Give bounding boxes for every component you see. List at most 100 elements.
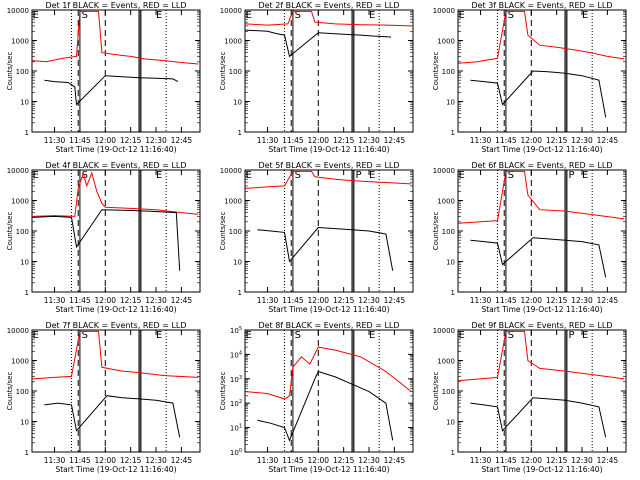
y-tick-label: 1: [451, 289, 455, 297]
y-tick-label: 1000: [224, 38, 242, 46]
event-label: E: [246, 170, 252, 181]
series-lld-line: [245, 10, 412, 27]
x-tick-label: 12:00: [94, 456, 116, 465]
y-tick-label: 10: [446, 419, 455, 427]
y-tick-label: 1000: [437, 198, 455, 206]
x-axis-label: Start Time (19-Oct-12 11:16:40): [481, 465, 602, 474]
y-tick-label: 1000: [11, 38, 29, 46]
event-label: P: [355, 170, 361, 181]
x-tick-label: 12:30: [571, 456, 593, 465]
x-tick-label: 12:00: [520, 456, 542, 465]
y-tick-label: 10000: [220, 7, 242, 15]
y-tick-label: 10000: [7, 7, 29, 15]
x-tick-label: 12:45: [171, 136, 193, 145]
y-tick-label: 100: [442, 68, 455, 76]
x-axis-label: Start Time (19-Oct-12 11:16:40): [481, 305, 602, 314]
y-axis-label: Counts/sec: [432, 372, 440, 411]
y-tick-label: 10: [20, 419, 29, 427]
y-tick-label: 10: [446, 99, 455, 107]
x-tick-label: 11:30: [257, 456, 279, 465]
panel-title: Det 4f BLACK = Events, RED = LLD: [45, 161, 186, 170]
x-tick-label: 12:45: [171, 456, 193, 465]
panel-title: Det 6f BLACK = Events, RED = LLD: [471, 161, 612, 170]
x-tick-label: 12:15: [333, 296, 355, 305]
x-tick-label: 11:45: [69, 296, 91, 305]
x-tick-label: 12:00: [307, 296, 329, 305]
x-tick-label: 12:30: [145, 456, 167, 465]
plot-frame: [31, 9, 201, 133]
panel-title: Det 1f BLACK = Events, RED = LLD: [45, 1, 186, 10]
x-tick-label: 12:15: [546, 296, 568, 305]
x-tick-label: 12:30: [358, 456, 380, 465]
y-axis-label: Counts/sec: [219, 212, 227, 251]
x-tick-label: 11:45: [282, 456, 304, 465]
x-tick-label: 12:45: [384, 456, 406, 465]
x-tick-label: 12:15: [546, 456, 568, 465]
panel-title: Det 8f BLACK = Events, RED = LLD: [258, 321, 399, 330]
event-label: E: [33, 10, 39, 21]
event-label: E: [33, 330, 39, 341]
y-tick-label: 10: [446, 259, 455, 267]
y-tick-label: 100: [229, 68, 242, 76]
x-tick-label: 12:15: [333, 136, 355, 145]
y-tick-label: 1000: [11, 198, 29, 206]
event-label: E: [156, 10, 162, 21]
y-tick-label: 1000: [437, 38, 455, 46]
y-tick-label: 1: [451, 129, 455, 137]
y-tick-label: 10000: [7, 167, 29, 175]
y-tick-label: 1: [238, 129, 242, 137]
event-label: S: [508, 170, 514, 181]
x-tick-label: 11:30: [44, 296, 66, 305]
x-axis-label: Start Time (19-Oct-12 11:16:40): [55, 305, 176, 314]
y-tick-label: 1: [25, 449, 29, 457]
y-axis-label: Counts/sec: [432, 52, 440, 91]
series-lld-line: [458, 170, 625, 224]
event-label: S: [82, 170, 88, 181]
x-tick-label: 11:30: [257, 296, 279, 305]
y-tick-label: 10000: [220, 167, 242, 175]
x-tick-label: 11:30: [470, 296, 492, 305]
event-label: E: [156, 170, 162, 181]
series-events-line: [257, 370, 394, 442]
y-tick-label: 104: [230, 350, 242, 359]
event-label: E: [582, 170, 588, 181]
series-events-line: [44, 395, 181, 438]
plot-frame: [244, 9, 414, 133]
x-axis-label: Start Time (19-Oct-12 11:16:40): [268, 305, 389, 314]
x-tick-label: 11:45: [69, 456, 91, 465]
panel-det-8: E S E 100 101 102 103 104 105 11:30 11:45 12:00 12:1…: [219, 321, 414, 474]
series-events-line: [257, 226, 394, 271]
x-tick-label: 12:30: [145, 136, 167, 145]
x-tick-label: 12:45: [597, 456, 619, 465]
x-tick-label: 12:15: [120, 456, 142, 465]
event-label: P: [568, 170, 574, 181]
series-lld-line: [458, 10, 625, 64]
x-tick-label: 11:45: [495, 456, 517, 465]
plot-frame: [457, 329, 627, 453]
plot-frame: [31, 329, 201, 453]
x-tick-label: 12:00: [307, 136, 329, 145]
panel-title: Det 9f BLACK = Events, RED = LLD: [471, 321, 612, 330]
event-label: E: [459, 10, 465, 21]
x-tick-label: 12:00: [94, 296, 116, 305]
event-label: E: [459, 330, 465, 341]
y-tick-label: 10000: [433, 167, 455, 175]
x-tick-label: 11:30: [257, 136, 279, 145]
series-events-line: [470, 237, 607, 278]
series-lld-line: [32, 10, 199, 65]
x-tick-label: 12:30: [571, 296, 593, 305]
x-tick-label: 11:45: [282, 296, 304, 305]
y-tick-label: 100: [229, 228, 242, 236]
y-tick-label: 105: [230, 326, 242, 335]
x-tick-label: 12:15: [120, 136, 142, 145]
x-tick-label: 12:15: [120, 296, 142, 305]
series-events-line: [245, 29, 392, 58]
plot-frame: [31, 169, 201, 293]
y-tick-label: 1000: [437, 358, 455, 366]
y-axis-label: Counts/sec: [6, 52, 14, 91]
y-tick-label: 100: [230, 448, 242, 457]
